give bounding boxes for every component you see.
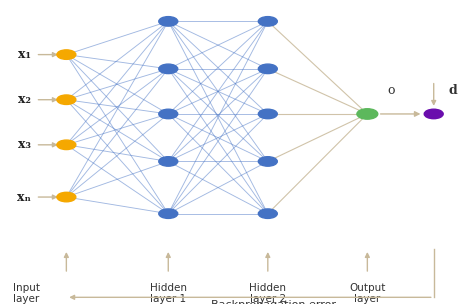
Circle shape bbox=[357, 109, 378, 119]
Circle shape bbox=[258, 209, 277, 218]
Text: Hidden
layer 2: Hidden layer 2 bbox=[249, 283, 286, 304]
Text: d: d bbox=[448, 84, 457, 97]
Circle shape bbox=[159, 157, 178, 166]
Text: o: o bbox=[387, 84, 395, 97]
Text: x₁: x₁ bbox=[18, 48, 31, 61]
Circle shape bbox=[159, 64, 178, 74]
Circle shape bbox=[159, 109, 178, 119]
Text: Backpropagation error: Backpropagation error bbox=[211, 300, 336, 304]
Text: Input
layer: Input layer bbox=[13, 283, 39, 304]
Circle shape bbox=[57, 95, 76, 105]
Text: xₙ: xₙ bbox=[17, 191, 31, 204]
Text: x₂: x₂ bbox=[18, 93, 31, 106]
Circle shape bbox=[258, 109, 277, 119]
Circle shape bbox=[57, 140, 76, 150]
Circle shape bbox=[258, 64, 277, 74]
Circle shape bbox=[424, 109, 443, 119]
Circle shape bbox=[258, 157, 277, 166]
Text: Output
layer: Output layer bbox=[349, 283, 385, 304]
Circle shape bbox=[159, 17, 178, 26]
Text: Hidden
layer 1: Hidden layer 1 bbox=[150, 283, 187, 304]
Circle shape bbox=[57, 50, 76, 59]
Circle shape bbox=[159, 209, 178, 218]
Text: x₃: x₃ bbox=[18, 138, 31, 151]
Circle shape bbox=[57, 192, 76, 202]
Circle shape bbox=[258, 17, 277, 26]
